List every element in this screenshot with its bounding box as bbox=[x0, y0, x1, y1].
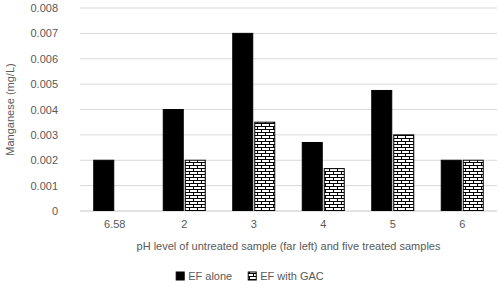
bar bbox=[163, 110, 183, 212]
bars bbox=[94, 33, 484, 211]
y-tick-label: 0.003 bbox=[30, 129, 58, 141]
bar bbox=[441, 160, 461, 211]
grid-line bbox=[80, 8, 497, 9]
y-axis-range bbox=[80, 8, 81, 211]
x-axis-line bbox=[80, 211, 497, 212]
chart-svg: 0 0.001 0.002 0.003 0.004 0.005 0.006 0.007 0.00… bbox=[0, 0, 500, 288]
chart-container: 0 0.001 0.002 0.003 0.004 0.005 0.006 0.007 0.00… bbox=[0, 0, 500, 288]
grid-line bbox=[80, 160, 497, 161]
bar bbox=[233, 33, 253, 211]
x-tick-label: 3 bbox=[251, 218, 257, 230]
grid-line bbox=[80, 58, 497, 59]
bar bbox=[255, 122, 275, 211]
y-tick-label: 0.002 bbox=[30, 154, 58, 166]
bar bbox=[185, 160, 205, 211]
x-axis-title: pH level of untreated sample (far left) … bbox=[137, 240, 441, 252]
grid-line bbox=[80, 211, 497, 212]
x-tick-label: 6 bbox=[459, 218, 465, 230]
x-tick-label: 2 bbox=[181, 218, 187, 230]
x-tick-label: 6.58 bbox=[104, 218, 125, 230]
y-tick-label: 0.007 bbox=[30, 27, 58, 39]
bar bbox=[94, 160, 114, 211]
y-tick-label: 0 bbox=[52, 205, 58, 217]
x-tick-label: 4 bbox=[320, 218, 326, 230]
bar bbox=[394, 135, 414, 211]
y-axis-title: Manganese (mg/L) bbox=[4, 63, 16, 155]
grid-line bbox=[80, 33, 497, 34]
legend: EF alone EF with GAC bbox=[176, 270, 324, 282]
y-tick-label: 0.006 bbox=[30, 53, 58, 65]
y-tick-label: 0.005 bbox=[30, 78, 58, 90]
x-tick-label: 5 bbox=[390, 218, 396, 230]
legend-label: EF alone bbox=[188, 270, 232, 282]
grid-line bbox=[80, 134, 497, 135]
y-tick-label: 0.008 bbox=[30, 2, 58, 14]
legend-label: EF with GAC bbox=[260, 270, 324, 282]
legend-swatch bbox=[248, 272, 256, 280]
bar bbox=[324, 169, 344, 211]
bar bbox=[372, 90, 392, 211]
grid-line bbox=[80, 84, 497, 85]
bar bbox=[463, 160, 483, 211]
grid-line bbox=[80, 109, 497, 110]
bar bbox=[302, 142, 322, 211]
legend-swatch bbox=[176, 272, 184, 280]
grid-line bbox=[80, 185, 497, 186]
y-tick-label: 0.004 bbox=[30, 104, 58, 116]
y-tick-label: 0.001 bbox=[30, 180, 58, 192]
